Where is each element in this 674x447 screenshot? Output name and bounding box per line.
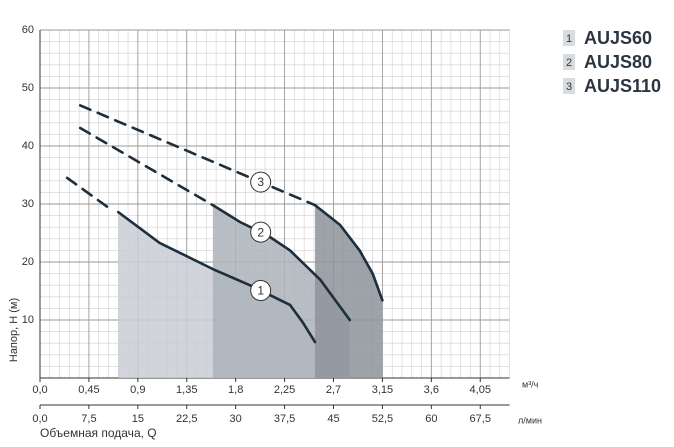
x2-tick-label: 45 (327, 413, 339, 425)
y-tick-label: 50 (22, 82, 34, 94)
curve-marker (250, 171, 272, 193)
x-axis-label: Объемная подача, Q (40, 426, 157, 440)
x2-unit: л/мин (518, 415, 542, 425)
y-tick-label: 30 (22, 198, 34, 210)
dashed-line (65, 176, 109, 209)
x-tick-label: 2,7 (326, 384, 341, 396)
x-tick-label: 3,15 (372, 384, 393, 396)
legend-box (563, 30, 575, 46)
x2-tick-label: 67,5 (470, 413, 491, 425)
x-tick-label: 2,25 (274, 384, 295, 396)
area (315, 205, 383, 378)
x-tick-label: 1,8 (228, 384, 243, 396)
x2-tick-label: 0,0 (32, 413, 47, 425)
y-tick-label: 40 (22, 140, 34, 152)
solid-line (116, 210, 317, 344)
solid-line (313, 203, 384, 302)
y-tick-label: 10 (22, 314, 34, 326)
y-tick-label: 60 (22, 24, 34, 36)
x2-tick-label: 15 (132, 413, 144, 425)
legend-box (563, 54, 575, 70)
x2-tick-label: 30 (230, 413, 242, 425)
curve-marker-label: 1 (257, 284, 264, 298)
x2-tick-label: 37,5 (274, 413, 295, 425)
legend-number: 3 (566, 81, 572, 93)
x-tick-label: 4,05 (470, 384, 491, 396)
x-unit: м³/ч (522, 379, 539, 389)
x-tick-label: 0,45 (78, 384, 99, 396)
curve-marker-label: 2 (257, 225, 264, 239)
legend-label: AUJS60 (584, 28, 652, 48)
legend-box (563, 78, 575, 94)
legend-number: 1 (566, 33, 572, 45)
y-axis-label: Напор, H (м) (8, 298, 20, 362)
legend-label: AUJS110 (584, 76, 661, 96)
x-tick-label: 0,9 (130, 384, 145, 396)
x2-tick-label: 7,5 (81, 413, 96, 425)
dashed-line (78, 126, 215, 207)
x2-tick-label: 52,5 (372, 413, 393, 425)
x2-tick-label: 22,5 (176, 413, 197, 425)
y-tick-label: 20 (22, 256, 34, 268)
curve-marker-label: 3 (257, 175, 264, 189)
solid-line (211, 203, 352, 322)
legend-label: AUJS80 (584, 52, 652, 72)
legend-number: 2 (566, 57, 572, 69)
curve-marker (250, 221, 272, 243)
x-tick-label: 3,6 (424, 384, 439, 396)
x-tick-label: 1,35 (176, 384, 197, 396)
dashed-line (78, 104, 317, 207)
curve-marker (250, 280, 272, 302)
x2-tick-label: 60 (425, 413, 437, 425)
x-tick-label: 0,0 (32, 384, 47, 396)
